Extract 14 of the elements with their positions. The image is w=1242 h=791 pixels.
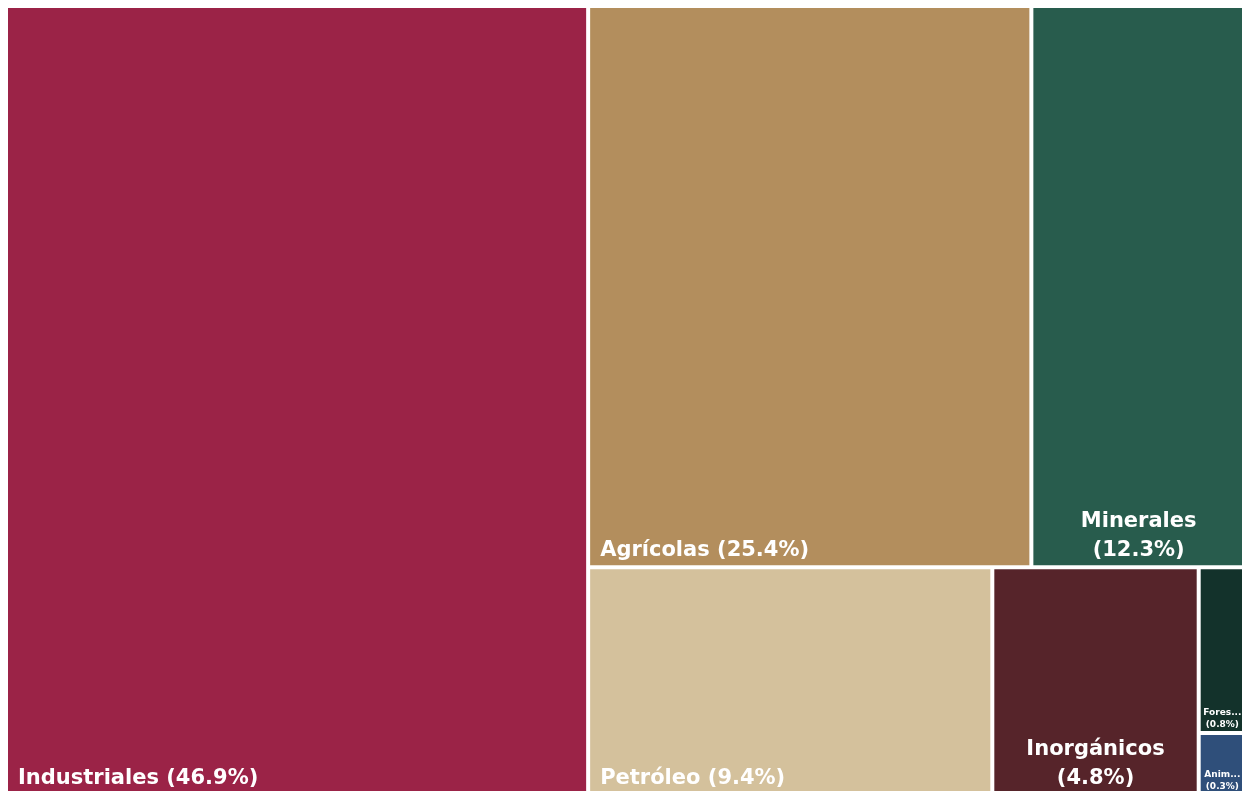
data-label: (25.4%) [717, 536, 810, 561]
category-label: Anim... [1204, 768, 1241, 779]
category-label: Agrícolas [600, 536, 710, 561]
category-label: Inorgánicos [1026, 736, 1165, 761]
category-label: Petróleo [600, 764, 701, 789]
category-label: Industriales [18, 764, 159, 789]
category-label: Fores... [1203, 706, 1242, 717]
category-label: Minerales [1080, 508, 1197, 533]
data-label: (12.3%) [1092, 536, 1185, 561]
data-label: (4.8%) [1056, 764, 1135, 789]
data-label: (9.4%) [707, 764, 786, 789]
data-label: (0.8%) [1205, 718, 1239, 729]
data-label: (46.9%) [166, 764, 259, 789]
data-label: (0.3%) [1205, 780, 1239, 791]
